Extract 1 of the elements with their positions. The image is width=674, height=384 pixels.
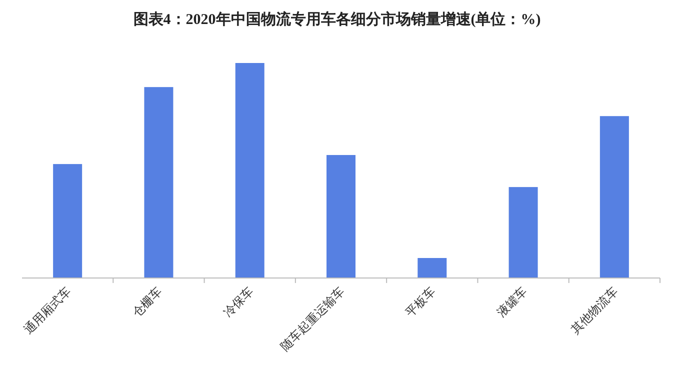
title: 图表4：2020年中国物流专用车各细分市场销量增速(单位：%): [133, 12, 541, 28]
